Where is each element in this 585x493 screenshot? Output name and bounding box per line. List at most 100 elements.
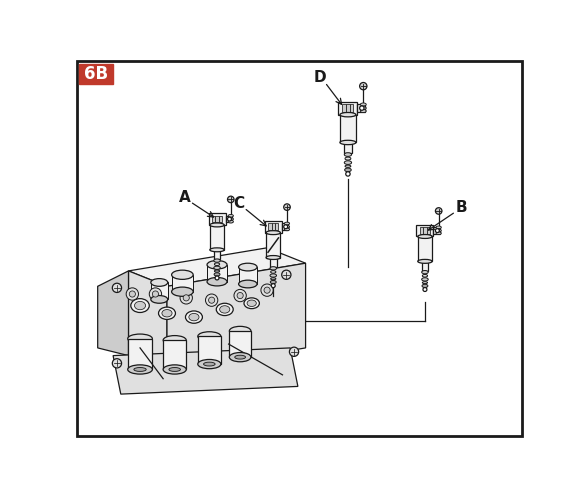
- Ellipse shape: [345, 161, 352, 165]
- Ellipse shape: [219, 306, 230, 313]
- Circle shape: [215, 276, 219, 280]
- Bar: [426, 227, 430, 234]
- Ellipse shape: [270, 267, 277, 270]
- Bar: [345, 142, 352, 153]
- Bar: [239, 267, 257, 284]
- Ellipse shape: [266, 231, 280, 235]
- Ellipse shape: [185, 311, 202, 323]
- Ellipse shape: [271, 278, 276, 280]
- Ellipse shape: [228, 220, 233, 223]
- Bar: [424, 227, 426, 234]
- Text: A: A: [179, 190, 191, 205]
- Circle shape: [423, 287, 427, 291]
- Bar: [271, 223, 275, 230]
- Ellipse shape: [360, 109, 366, 112]
- Ellipse shape: [135, 301, 146, 310]
- Circle shape: [360, 106, 364, 110]
- Ellipse shape: [128, 365, 152, 374]
- Bar: [128, 339, 152, 369]
- Ellipse shape: [171, 270, 193, 280]
- Ellipse shape: [163, 365, 186, 374]
- Ellipse shape: [239, 263, 257, 271]
- FancyBboxPatch shape: [79, 64, 113, 84]
- Circle shape: [149, 288, 161, 300]
- Ellipse shape: [360, 103, 366, 106]
- Ellipse shape: [229, 326, 251, 336]
- Ellipse shape: [162, 310, 172, 317]
- Bar: [215, 216, 219, 222]
- Circle shape: [237, 292, 243, 299]
- Ellipse shape: [207, 278, 227, 286]
- Ellipse shape: [131, 299, 149, 313]
- Ellipse shape: [207, 260, 227, 269]
- Bar: [265, 221, 282, 233]
- Ellipse shape: [163, 336, 186, 345]
- Ellipse shape: [214, 273, 220, 276]
- Bar: [212, 216, 215, 222]
- Ellipse shape: [228, 214, 233, 217]
- Polygon shape: [129, 248, 305, 286]
- Circle shape: [205, 294, 218, 306]
- Bar: [210, 225, 224, 250]
- Bar: [346, 105, 350, 112]
- Circle shape: [228, 217, 232, 221]
- Ellipse shape: [284, 222, 290, 225]
- Ellipse shape: [436, 226, 441, 229]
- Ellipse shape: [422, 271, 428, 274]
- Bar: [418, 237, 432, 261]
- Ellipse shape: [345, 157, 351, 160]
- Polygon shape: [129, 271, 167, 371]
- Circle shape: [346, 172, 350, 176]
- Bar: [270, 257, 277, 267]
- Ellipse shape: [210, 248, 224, 252]
- Bar: [208, 213, 226, 225]
- Ellipse shape: [215, 263, 219, 266]
- Text: B: B: [455, 200, 467, 215]
- Polygon shape: [282, 223, 288, 230]
- Text: C: C: [233, 196, 244, 211]
- Ellipse shape: [198, 332, 221, 341]
- Ellipse shape: [215, 270, 219, 272]
- Ellipse shape: [151, 295, 168, 303]
- Ellipse shape: [270, 281, 276, 283]
- Polygon shape: [98, 271, 129, 355]
- Ellipse shape: [228, 218, 233, 220]
- Bar: [342, 105, 346, 112]
- Circle shape: [264, 287, 270, 293]
- Bar: [171, 275, 193, 292]
- Circle shape: [435, 208, 442, 214]
- Ellipse shape: [266, 255, 280, 259]
- Circle shape: [435, 229, 439, 233]
- Ellipse shape: [422, 278, 428, 281]
- Circle shape: [126, 288, 139, 300]
- Circle shape: [209, 297, 215, 303]
- Bar: [420, 227, 424, 234]
- Ellipse shape: [345, 168, 351, 172]
- Ellipse shape: [247, 300, 256, 307]
- Ellipse shape: [235, 355, 246, 359]
- Polygon shape: [433, 227, 440, 234]
- Circle shape: [282, 270, 291, 280]
- Bar: [219, 216, 222, 222]
- Bar: [207, 265, 227, 282]
- Ellipse shape: [345, 153, 352, 156]
- Polygon shape: [226, 216, 232, 222]
- Ellipse shape: [229, 352, 251, 362]
- Bar: [266, 233, 280, 257]
- Text: 6B: 6B: [84, 65, 108, 83]
- Bar: [198, 336, 221, 364]
- Ellipse shape: [239, 280, 257, 288]
- Bar: [229, 331, 251, 357]
- Ellipse shape: [134, 368, 146, 371]
- Ellipse shape: [422, 275, 428, 277]
- Ellipse shape: [169, 368, 180, 371]
- Circle shape: [180, 292, 192, 304]
- Bar: [350, 105, 353, 112]
- Ellipse shape: [210, 223, 224, 227]
- Ellipse shape: [436, 229, 441, 232]
- Circle shape: [112, 283, 122, 292]
- Bar: [269, 223, 271, 230]
- Ellipse shape: [128, 334, 152, 343]
- Ellipse shape: [418, 259, 432, 263]
- Ellipse shape: [198, 359, 221, 369]
